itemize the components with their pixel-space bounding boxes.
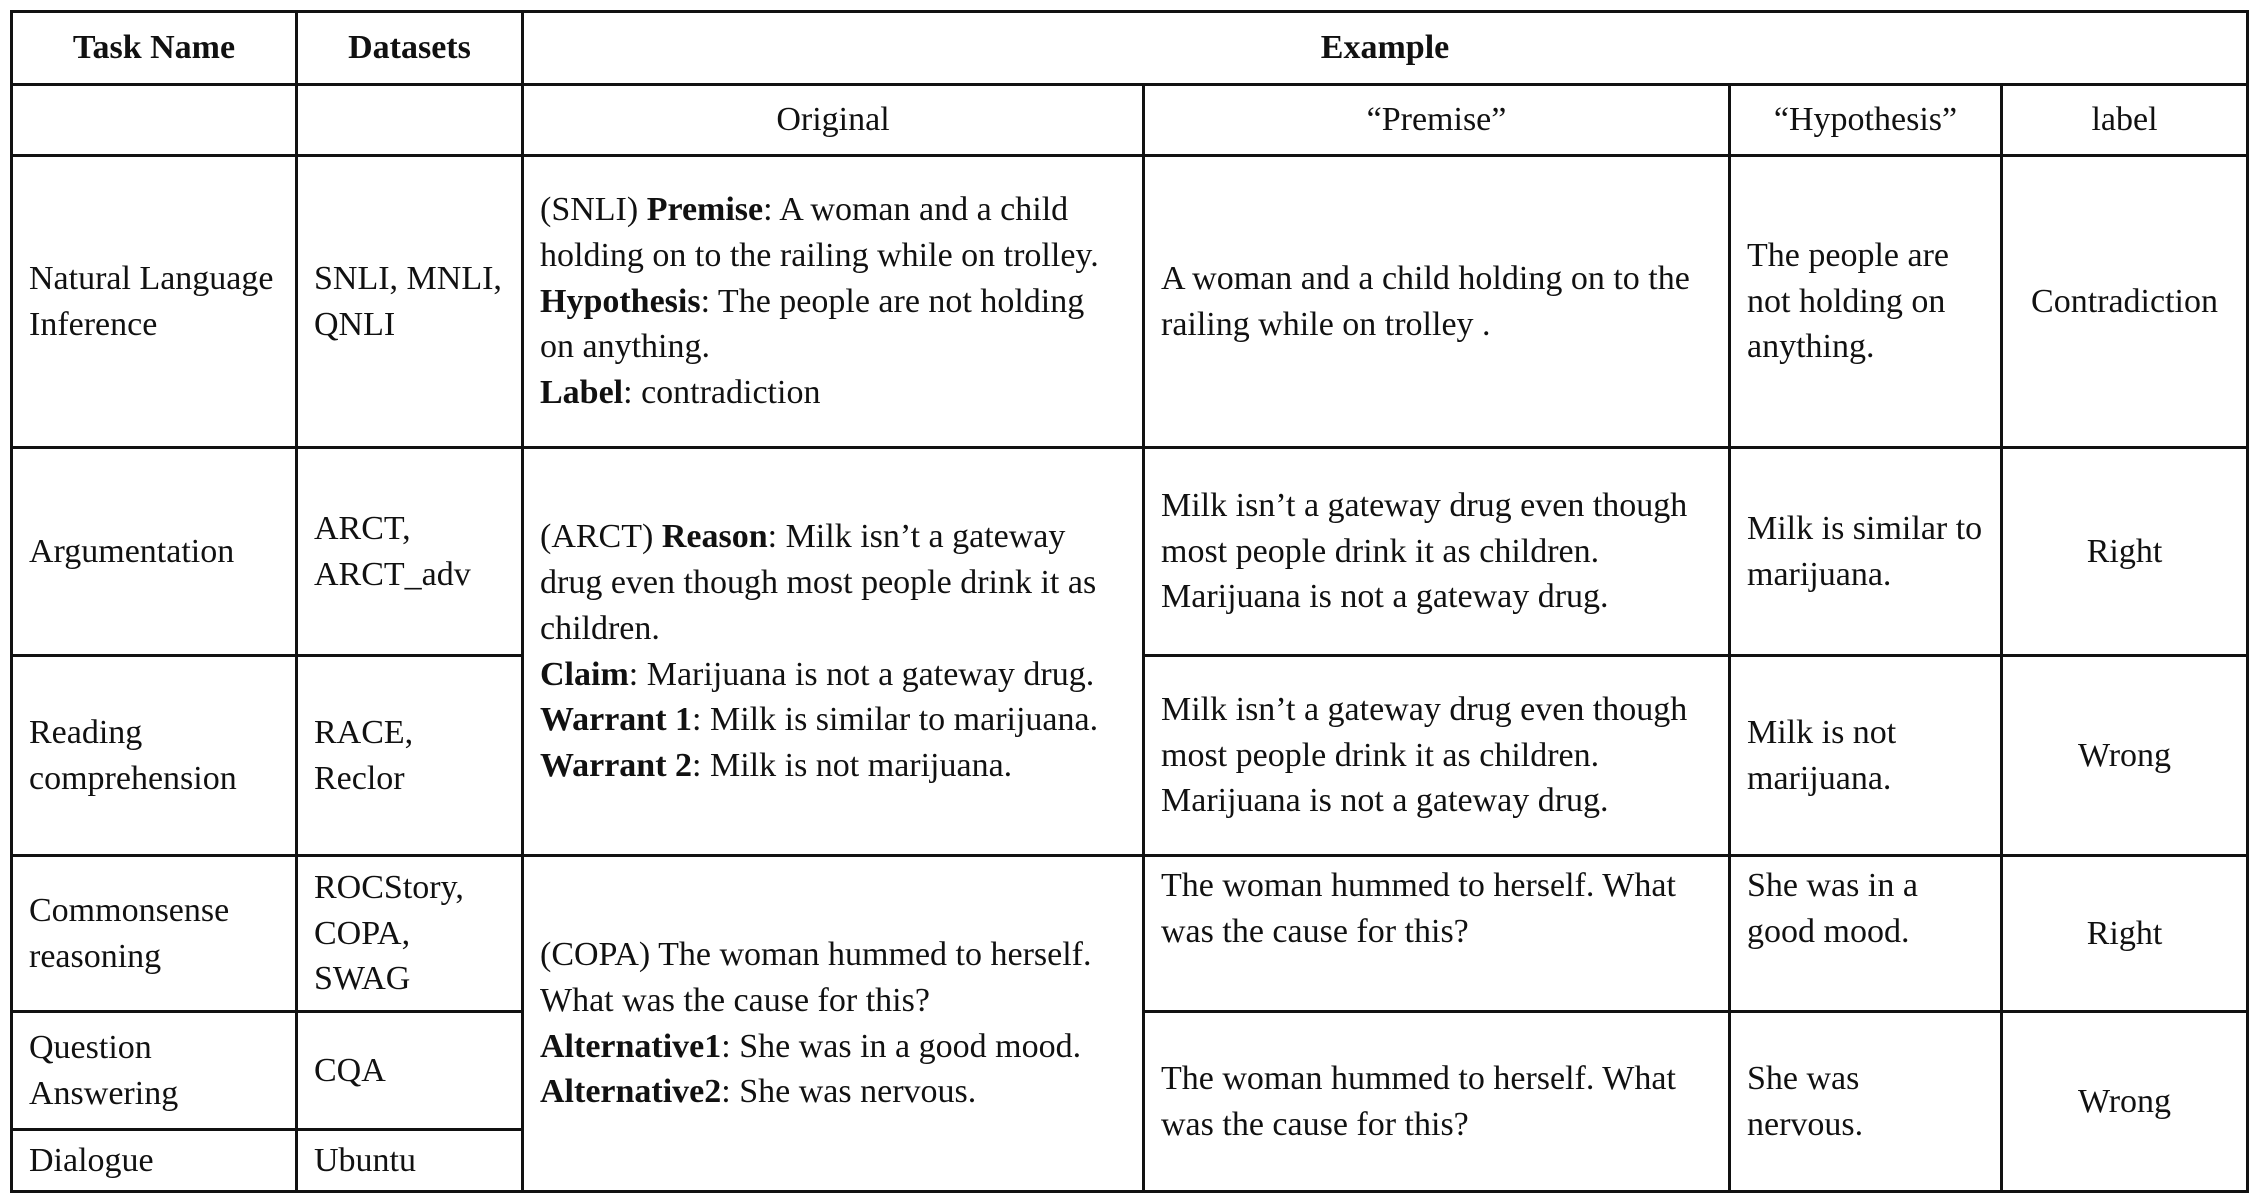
- table-row-nli: Natural Language Inference SNLI, MNLI, Q…: [10, 154, 2250, 449]
- warrant2-value: : Milk is not marijuana.: [692, 747, 1013, 785]
- task-name-nli: Natural Language Inference: [10, 154, 298, 449]
- header-task-name: Task Name: [10, 10, 298, 86]
- premise-arct-1: Milk isn’t a gateway drug even though mo…: [1142, 446, 1731, 657]
- warrant2-key: Warrant 2: [540, 747, 693, 785]
- subheader-original: Original: [521, 83, 1145, 157]
- label-arct-1: Right: [1999, 446, 2250, 657]
- original-tag: (SNLI): [540, 190, 647, 228]
- hypothesis-nli: The people are not holding on anything.: [1728, 154, 2003, 449]
- datasets-reading-comprehension: RACE, Reclor: [295, 654, 524, 857]
- alternative2-key: Alternative2: [540, 1073, 722, 1111]
- original-nli: (SNLI) Premise: A woman and a child hold…: [521, 154, 1145, 449]
- datasets-question-answering: CQA: [295, 1010, 524, 1131]
- original-tag: (ARCT): [540, 517, 662, 555]
- header-datasets: Datasets: [295, 10, 524, 86]
- datasets-dialogue: Ubuntu: [295, 1128, 524, 1193]
- premise-copa-2: The woman hummed to herself. What was th…: [1142, 1010, 1731, 1193]
- warrant1-value: : Milk is similar to marijuana.: [692, 701, 1099, 739]
- header-example: Example: [520, 10, 2250, 86]
- original-copa-text: The woman hummed to herself. What was th…: [540, 935, 1092, 1019]
- original-tag: (COPA): [540, 935, 659, 973]
- hypothesis-copa-2: She was nervous.: [1728, 1010, 2003, 1193]
- claim-value: : Marijuana is not a gateway drug.: [628, 655, 1095, 693]
- reason-value: : Milk isn’t a gateway drug even though …: [540, 517, 1097, 647]
- original-arct: (ARCT) Reason: Milk isn’t a gateway drug…: [521, 446, 1145, 857]
- table-row-argumentation: Argumentation ARCT, ARCT_adv (ARCT) Reas…: [10, 446, 2250, 857]
- task-name-commonsense: Commonsense reasoning: [10, 854, 298, 1013]
- label-arct-2: Wrong: [1999, 654, 2250, 857]
- subheader-empty-task: [10, 83, 298, 157]
- hypothesis-key: Hypothesis: [540, 282, 701, 320]
- premise-nli: A woman and a child holding on to the ra…: [1142, 154, 1731, 449]
- premise-arct-2: Milk isn’t a gateway drug even though mo…: [1142, 654, 1731, 857]
- table-row-commonsense: Commonsense reasoning ROCStory, COPA, SW…: [10, 854, 2250, 1193]
- hypothesis-value: : The people are not holding on anything…: [540, 282, 1085, 366]
- warrant1-key: Warrant 1: [540, 701, 693, 739]
- label-copa-2: Wrong: [1999, 1010, 2250, 1193]
- label-copa-1: Right: [1999, 854, 2250, 1013]
- premise-copa-1: The woman hummed to herself. What was th…: [1142, 854, 1731, 1013]
- subheader-row: Original “Premise” “Hypothesis” label: [10, 83, 2250, 157]
- alternative1-key: Alternative1: [540, 1027, 722, 1065]
- table-row-dialogue: Dialogue Ubuntu: [10, 1128, 2248, 1193]
- hypothesis-arct-1: Milk is similar to marijuana.: [1728, 446, 2003, 657]
- alternative1-value: : She was in a good mood.: [721, 1027, 1082, 1065]
- reason-key: Reason: [661, 517, 768, 555]
- subheader-hypothesis: “Hypothesis”: [1728, 83, 2003, 157]
- task-examples-table: Task Name Datasets Example Original “Pre…: [10, 10, 2250, 1193]
- label-nli: Contradiction: [1999, 154, 2250, 449]
- label-value: : contradiction: [623, 374, 821, 412]
- table-row-question-answering: Question Answering CQA The woman hummed …: [10, 1010, 2250, 1193]
- claim-key: Claim: [540, 655, 629, 693]
- premise-key: Premise: [646, 190, 764, 228]
- label-key: Label: [540, 374, 624, 412]
- task-name-argumentation: Argumentation: [10, 446, 298, 657]
- alternative2-value: : She was nervous.: [721, 1073, 977, 1111]
- task-name-question-answering: Question Answering: [10, 1010, 298, 1131]
- task-name-dialogue: Dialogue: [10, 1128, 298, 1193]
- subheader-label: label: [1999, 83, 2250, 157]
- task-name-reading-comprehension: Reading comprehension: [10, 654, 298, 857]
- datasets-nli: SNLI, MNLI, QNLI: [295, 154, 524, 449]
- hypothesis-arct-2: Milk is not marijuana.: [1728, 654, 2003, 857]
- datasets-commonsense: ROCStory, COPA, SWAG: [295, 854, 524, 1013]
- subheader-premise: “Premise”: [1142, 83, 1731, 157]
- header-row: Task Name Datasets Example: [10, 10, 2250, 86]
- hypothesis-copa-1: She was in a good mood.: [1728, 854, 2003, 1013]
- original-copa: (COPA) The woman hummed to herself. What…: [521, 854, 1145, 1193]
- table-row-reading-comprehension: Reading comprehension RACE, Reclor Milk …: [10, 654, 2250, 857]
- premise-value: : A woman and a child holding on to the …: [540, 190, 1099, 274]
- subheader-empty-datasets: [295, 83, 524, 157]
- datasets-argumentation: ARCT, ARCT_adv: [295, 446, 524, 657]
